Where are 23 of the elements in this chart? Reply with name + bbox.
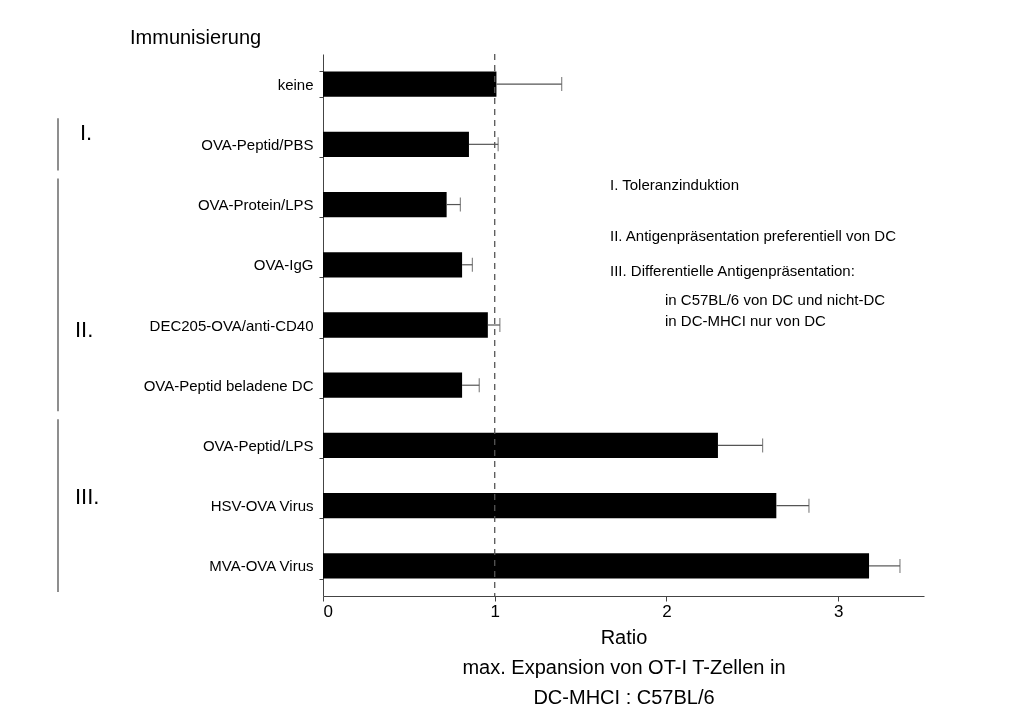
annotation: II. Antigenpräsentation preferentiell von DC <box>610 227 897 244</box>
y-tick-label: OVA-Peptid/LPS <box>202 436 314 454</box>
y-tick-label: OVA-IgG <box>253 256 314 274</box>
x-tick-label: 1 <box>490 601 500 621</box>
annotation: I. Toleranzinduktion <box>610 176 739 193</box>
x-tick-label: 0 <box>323 601 333 621</box>
y-axis-title: Immunisierung <box>130 26 262 48</box>
y-tick-label: OVA-Protein/LPS <box>197 196 314 214</box>
y-tick-label: OVA-Peptid beladene DC <box>143 376 314 394</box>
y-tick-label: DEC205-OVA/anti-CD40 <box>149 316 314 334</box>
annotation: III. Differentielle Antigenpräsentation: <box>610 262 855 279</box>
annotation: in C57BL/6 von DC und nicht-DC <box>665 291 886 308</box>
text: I. <box>80 120 93 145</box>
x-tick-label: 3 <box>833 601 844 621</box>
x-tick-label: 2 <box>662 601 672 621</box>
y-tick-label: HSV-OVA Virus <box>210 497 314 515</box>
y-tick-label: keine <box>277 75 314 93</box>
y-tick-label: OVA-Peptid/PBS <box>201 135 314 153</box>
x-axis-title: Ratio max. Expansion von OT-I T-Zellen in DC-MHCI : C57BL/6 <box>462 625 786 708</box>
text: III. <box>75 484 100 509</box>
y-tick-label: MVA-OVA Virus <box>209 557 314 575</box>
annotation: in DC-MHCI nur von DC <box>665 312 827 329</box>
text: II. <box>75 317 94 342</box>
